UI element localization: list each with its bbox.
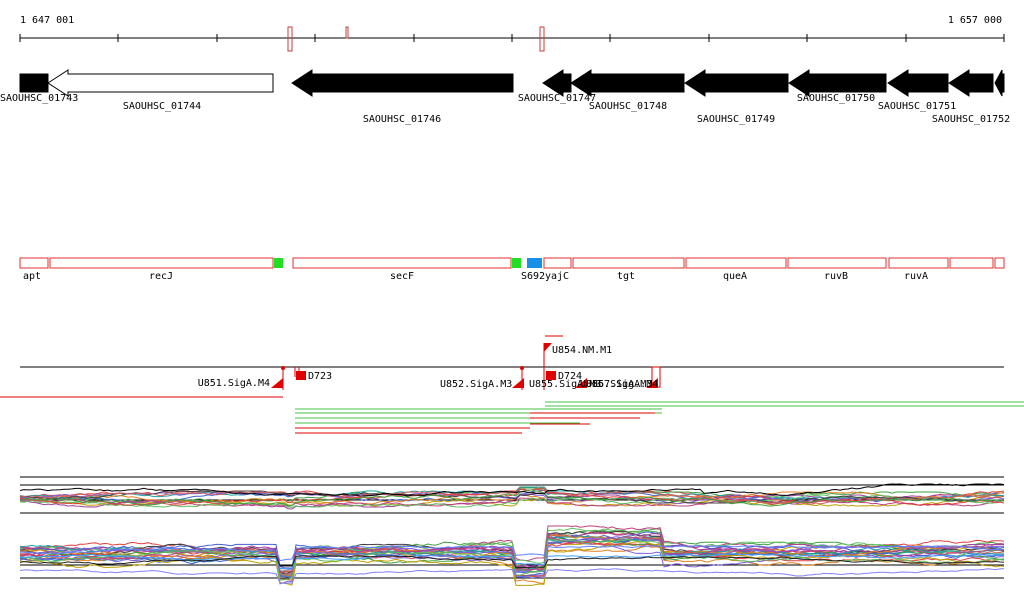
operon-box	[787, 257, 887, 269]
feature-label: U854.NM.M1	[552, 345, 612, 356]
gene-label: SAOUHSC_01747	[518, 93, 596, 104]
signal-trace	[19, 553, 1005, 570]
gene-arrow	[291, 69, 514, 97]
signal-trace	[19, 490, 1004, 504]
operon-label: ruvA	[904, 271, 928, 282]
operon-box	[19, 257, 49, 269]
ruler-marker	[345, 26, 349, 39]
signal-trace	[19, 555, 1005, 569]
gene-label: SAOUHSC_01744	[123, 101, 201, 112]
operon-track: apt recJ secF S692 yajC tgt queA ruvB ruvA	[19, 257, 1005, 282]
signal-trace	[20, 491, 1005, 505]
operon-label: recJ	[149, 271, 173, 282]
feature-block	[546, 371, 556, 380]
gene-arrow	[19, 73, 49, 93]
gene-label: SAOUHSC_01748	[589, 101, 667, 112]
feature-label: U857.SigA.M4	[586, 379, 658, 390]
operon-label: queA	[723, 271, 747, 282]
gene-arrow	[684, 69, 789, 97]
coordinate-ruler: 1 647 001 1 657 000	[19, 15, 1005, 52]
terminator-marker	[274, 258, 283, 268]
signal-trace	[19, 483, 1005, 497]
operon-box	[685, 257, 787, 269]
operon-box	[994, 257, 1005, 269]
gene-arrow	[887, 69, 949, 97]
gene-arrow	[788, 69, 887, 97]
operon-box	[949, 257, 994, 269]
operon-box	[543, 257, 572, 269]
gene-track: SAOUHSC_01743 SAOUHSC_01744 SAOUHSC_01746 S…	[0, 69, 1010, 125]
feature-track: U851.SigA.M4 D723 U854.NM.M1 D724 U852.SigA.…	[0, 335, 1024, 434]
ruler-end-label: 1 657 000	[948, 15, 1002, 26]
gene-label: SAOUHSC_01743	[0, 93, 78, 104]
feature-bracket	[651, 366, 661, 388]
terminator-marker	[512, 258, 521, 268]
gene-arrow	[47, 69, 274, 97]
gene-arrow	[994, 69, 1005, 97]
operon-box	[49, 257, 274, 269]
gene-label: SAOUHSC_01750	[797, 93, 875, 104]
operon-label: ruvB	[824, 271, 848, 282]
feature-label: U852.SigA.M3	[440, 379, 512, 390]
feature-block	[296, 371, 306, 380]
signal-trace	[19, 568, 1005, 584]
operon-box	[292, 257, 512, 269]
feature-label: U855.SigA.M3	[529, 379, 601, 390]
operon-box	[888, 257, 949, 269]
operon-label: apt	[23, 271, 41, 282]
operon-label: S692	[521, 271, 545, 282]
feature-label: U851.SigA.M4	[198, 378, 270, 389]
tss-flag	[512, 378, 524, 388]
gene-label: SAOUHSC_01751	[878, 101, 956, 112]
operon-label: tgt	[617, 271, 635, 282]
operon-label: yajC	[545, 271, 569, 282]
operon-box	[572, 257, 685, 269]
tss-flag	[544, 343, 552, 352]
ruler-marker	[287, 26, 293, 52]
signal-track	[19, 476, 1005, 586]
operon-label: secF	[390, 271, 414, 282]
signal-trace	[19, 497, 1005, 507]
signal-trace	[19, 545, 1005, 562]
ruler-ticks	[19, 34, 1005, 42]
gene-label: SAOUHSC_01749	[697, 114, 775, 125]
tss-dot	[281, 366, 285, 370]
ruler-start-label: 1 647 001	[20, 15, 74, 26]
feature-label: D724	[558, 371, 582, 382]
tss-flag	[271, 378, 283, 388]
gene-label: SAOUHSC_01752	[932, 114, 1010, 125]
feature-label: U856.SigA.M3	[580, 379, 652, 390]
gene-arrow	[948, 69, 994, 97]
ruler-marker	[539, 26, 545, 52]
signal-trace	[19, 489, 1005, 507]
promoter-marker	[527, 258, 542, 268]
gene-label: SAOUHSC_01746	[363, 114, 441, 125]
tss-flag	[575, 378, 587, 388]
tss-dot	[520, 366, 524, 370]
gene-arrow	[570, 69, 685, 97]
feature-label: D723	[308, 371, 332, 382]
